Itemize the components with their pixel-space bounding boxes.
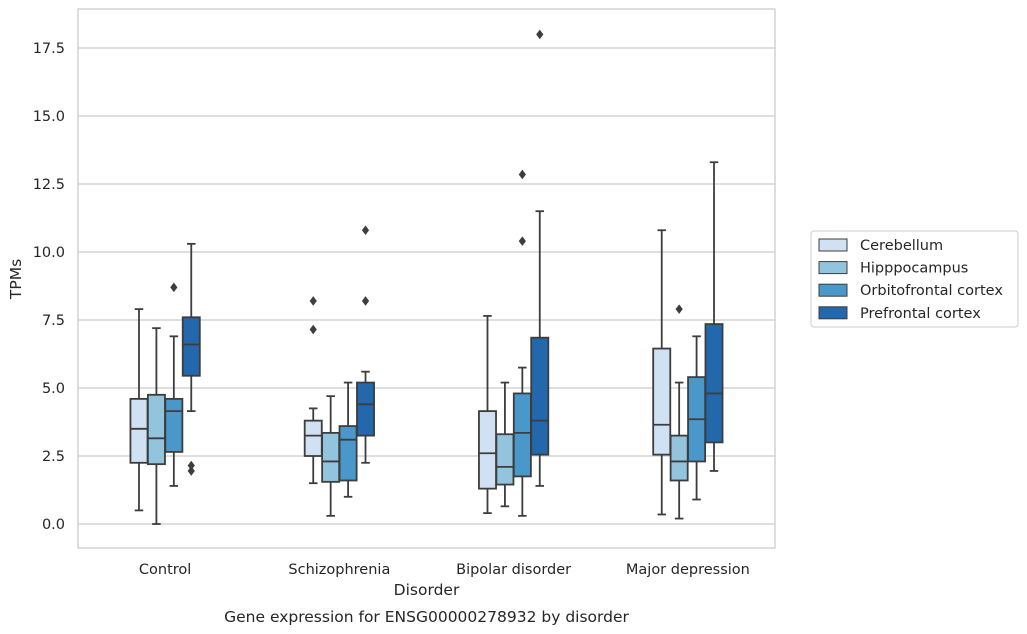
legend-label: Cerebellum: [860, 238, 943, 254]
plot-background: [78, 9, 775, 548]
iqr-box: [164, 397, 184, 453]
iqr-box: [303, 419, 323, 457]
box-group: [303, 225, 375, 517]
iqr-box: [356, 381, 375, 437]
y-tick-label: 2.5: [42, 449, 65, 465]
iqr-box: [495, 433, 515, 486]
box-groups: [129, 29, 724, 525]
box-group: [478, 29, 550, 517]
legend-swatch: [818, 238, 848, 252]
x-tick-label: Control: [139, 562, 191, 578]
box-prefrontal-cortex: [181, 242, 201, 476]
x-tick-label: Schizophrenia: [288, 562, 390, 578]
y-axis-label: TPMs: [7, 259, 25, 300]
y-tick-label: 0.0: [42, 517, 65, 533]
box-cerebellum: [652, 229, 672, 516]
outlier-point: [187, 460, 195, 471]
y-tick-label: 17.5: [33, 41, 65, 57]
iqr-box: [146, 393, 166, 466]
box-orbitofrontal-cortex: [164, 282, 184, 487]
iqr-box: [129, 397, 149, 464]
legend-label: Orbitofrontal cortex: [860, 283, 1003, 299]
outlier-point: [187, 466, 195, 476]
box-cerebellum: [129, 308, 149, 512]
iqr-box: [181, 316, 201, 377]
legend-swatch: [818, 261, 848, 275]
box-orbitofrontal-cortex: [687, 335, 707, 501]
x-tick-label: Bipolar disorder: [456, 562, 571, 578]
iqr-box: [530, 336, 550, 456]
legend-label: Hipppocampus: [860, 261, 968, 277]
x-tick-label: Major depression: [626, 562, 750, 578]
outlier-point: [170, 282, 178, 293]
legend: Cerebellum Hipppocampus Orbitofrontal cort…: [810, 230, 1019, 328]
iqr-box: [704, 323, 724, 444]
legend-swatch: [818, 306, 848, 320]
outlier-point: [361, 296, 370, 306]
box-cerebellum: [478, 315, 497, 515]
iqr-box: [338, 425, 358, 482]
iqr-box: [652, 347, 672, 456]
box-prefrontal-cortex: [356, 225, 375, 464]
outlier-point: [536, 29, 544, 40]
outlier-point: [309, 324, 317, 335]
box-hipppocampus: [495, 381, 515, 508]
legend-frame: [810, 230, 1019, 328]
y-tick-label: 10.0: [33, 245, 65, 261]
iqr-box: [478, 410, 497, 490]
box-group: [652, 161, 724, 520]
outlier-point: [518, 169, 526, 180]
plot-frame: [77, 8, 776, 549]
tick-labels: 0.0 2.5 5.0 7.5 10.0 12.5 15.0 17.5 Control Schiz…: [33, 41, 750, 578]
box-hipppocampus: [321, 395, 341, 517]
outlier-point: [309, 296, 317, 306]
y-tick-label: 12.5: [33, 177, 65, 193]
chart-caption: Gene expression for ENSG00000278932 by d…: [224, 608, 629, 626]
iqr-box: [321, 431, 341, 483]
legend-label: Prefrontal cortex: [860, 306, 981, 322]
box-orbitofrontal-cortex: [512, 169, 532, 517]
outlier-point: [518, 236, 526, 246]
y-tick-label: 5.0: [42, 381, 65, 397]
iqr-box: [669, 434, 689, 482]
x-axis-label: Disorder: [394, 581, 460, 599]
box-group: [129, 242, 201, 525]
y-tick-label: 15.0: [33, 109, 65, 125]
outlier-point: [361, 225, 370, 236]
outlier-point: [675, 304, 683, 314]
box-prefrontal-cortex: [704, 161, 724, 472]
y-tick-label: 7.5: [42, 313, 65, 329]
legend-swatch: [818, 283, 848, 297]
iqr-box: [512, 392, 532, 478]
box-orbitofrontal-cortex: [338, 381, 358, 498]
box-prefrontal-cortex: [530, 29, 550, 487]
